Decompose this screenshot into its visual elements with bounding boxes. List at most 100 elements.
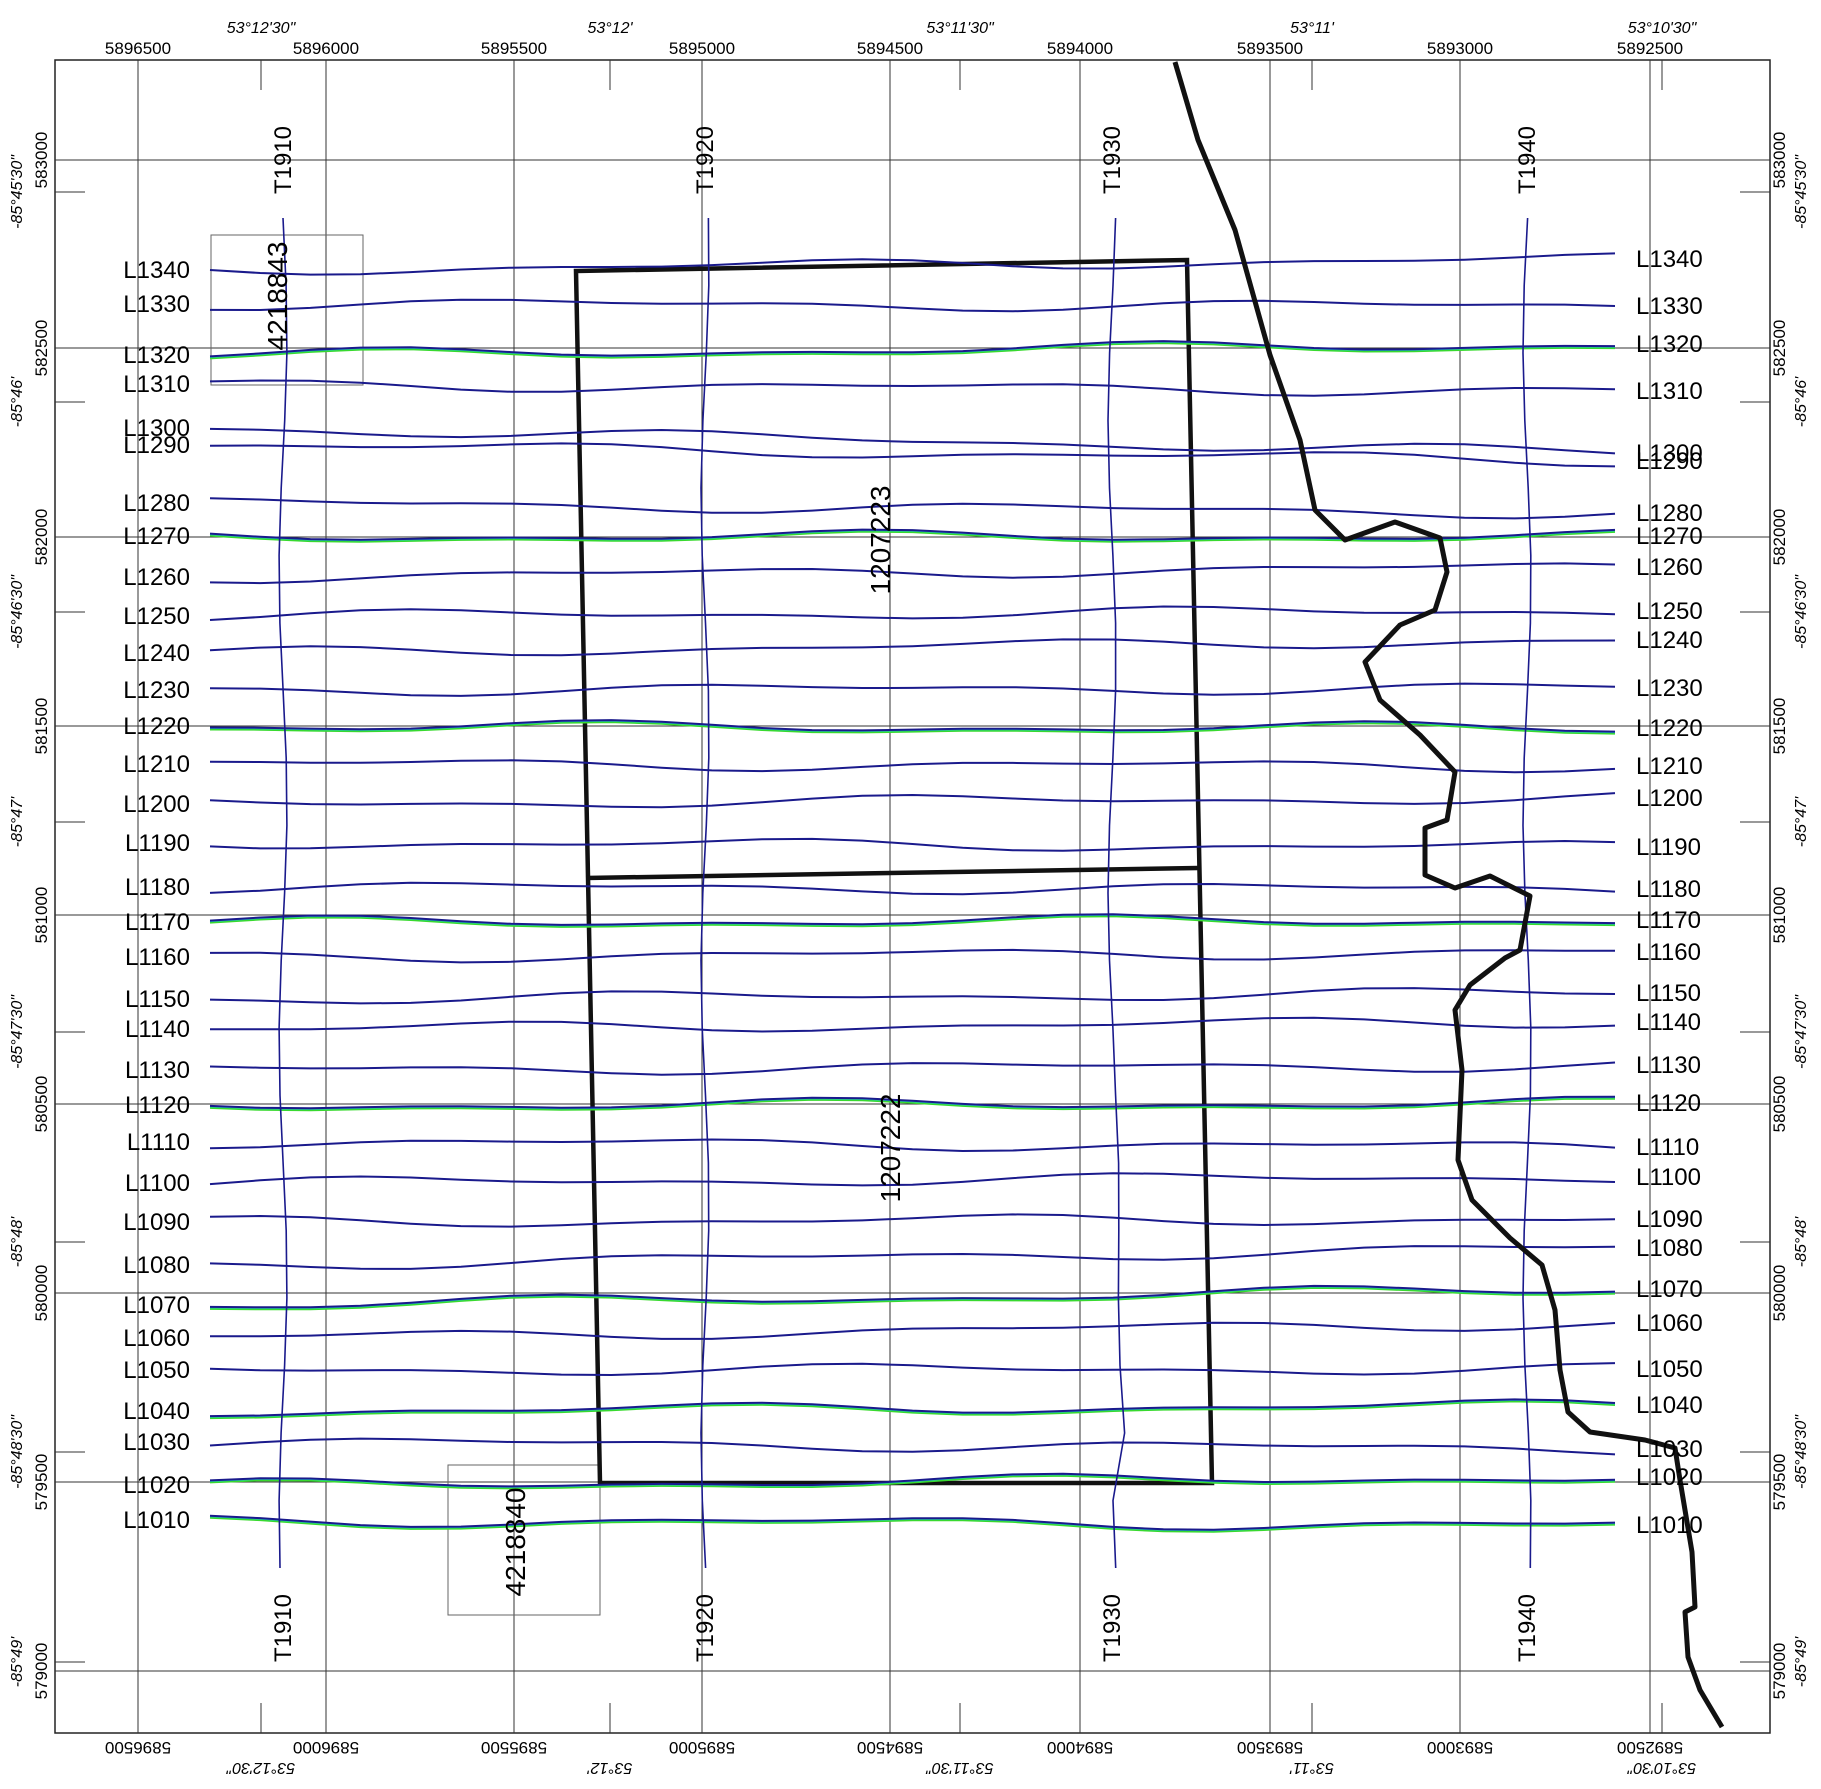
survey-line-label-left: L1230 <box>123 677 190 704</box>
survey-line-label-left: L1050 <box>123 1357 190 1384</box>
survey-line-label-left: L1340 <box>123 257 190 284</box>
survey-line <box>209 1213 1616 1228</box>
claim-number-4218843: 4218843 <box>262 241 293 350</box>
latitude-label-left: -85°49' <box>9 1636 26 1687</box>
survey-line-label-left: L1120 <box>125 1092 190 1119</box>
survey-line-label-left: L1220 <box>123 713 190 740</box>
survey-line <box>209 1095 1616 1110</box>
survey-line <box>209 1138 1616 1153</box>
survey-line <box>210 1321 1616 1340</box>
survey-line <box>209 837 1616 852</box>
survey-line <box>209 1362 1616 1377</box>
survey-line-label-left: L1330 <box>123 291 190 318</box>
survey-line-label-left: L1280 <box>123 490 190 517</box>
survey-line-label-left: L1070 <box>123 1292 190 1319</box>
claim-boundary-divider <box>585 865 1199 881</box>
survey-line-label-right: L1230 <box>1636 675 1703 702</box>
survey-line <box>209 638 1616 657</box>
easting-label-left: 582000 <box>32 509 51 566</box>
tie-line-label-bottom: T1940 <box>1514 1594 1541 1662</box>
easting-label-right: 583000 <box>1770 132 1789 189</box>
survey-line <box>209 1172 1616 1187</box>
easting-label-right: 579500 <box>1770 1454 1789 1511</box>
latitude-label-left: -85°47' <box>9 796 26 847</box>
longitude-label-bottom: 53°12'30" <box>225 1759 295 1776</box>
longitude-label-bottom: 53°10'30" <box>1626 1759 1696 1776</box>
profile-trace <box>209 1286 1616 1311</box>
survey-line-label-left: L1200 <box>123 791 190 818</box>
northing-label-top: 5896500 <box>105 39 171 58</box>
survey-line-label-right: L1290 <box>1636 448 1703 475</box>
survey-line-label-left: L1060 <box>123 1325 190 1352</box>
tie-line-label-bottom: T1920 <box>692 1594 719 1662</box>
claim-box-4218840 <box>447 1464 601 1616</box>
survey-line-label-right: L1340 <box>1636 246 1703 273</box>
survey-line <box>209 298 1616 313</box>
latitude-label-right: -85°45'30" <box>1793 154 1810 229</box>
survey-line-label-left: L1170 <box>125 909 190 936</box>
profile-trace <box>209 721 1616 735</box>
tie-line-label-top: T1940 <box>1514 126 1541 194</box>
survey-line-label-left: L1270 <box>123 523 190 550</box>
survey-line <box>209 1437 1616 1456</box>
northing-label-bottom: 5892500 <box>1617 1738 1683 1757</box>
northing-label-bottom: 5894500 <box>857 1738 923 1757</box>
survey-line <box>209 427 1616 455</box>
survey-line-label-right: L1010 <box>1636 1512 1703 1539</box>
longitude-label-top: 53°11' <box>1290 20 1335 37</box>
survey-line-label-left: L1110 <box>127 1129 190 1156</box>
easting-label-left: 581000 <box>32 887 51 944</box>
latitude-label-left: -85°46' <box>9 376 26 427</box>
survey-line-label-right: L1140 <box>1636 1009 1701 1036</box>
profile-trace <box>209 342 1616 360</box>
northing-label-bottom: 5895500 <box>481 1738 547 1757</box>
longitude-label-top: 53°11'30" <box>926 20 995 37</box>
survey-line-label-left: L1240 <box>123 640 190 667</box>
latitude-label-right: -85°48' <box>1793 1216 1810 1267</box>
northing-label-top: 5892500 <box>1617 39 1683 58</box>
survey-line-label-right: L1330 <box>1636 293 1703 320</box>
survey-line <box>209 1061 1616 1076</box>
survey-line <box>209 340 1616 358</box>
latitude-label-left: -85°45'30" <box>9 154 26 229</box>
survey-line-label-left: L1250 <box>123 603 190 630</box>
survey-line-label-left: L1020 <box>123 1472 190 1499</box>
boundary-line <box>1172 61 1725 1729</box>
survey-line-label-right: L1210 <box>1636 753 1703 780</box>
easting-label-left: 580500 <box>32 1076 51 1133</box>
tie-line-label-bottom: T1930 <box>1099 1594 1126 1662</box>
northing-label-top: 5896000 <box>293 39 359 58</box>
survey-line-label-left: L1010 <box>123 1507 190 1534</box>
survey-line-label-left: L1320 <box>123 342 190 369</box>
survey-line-label-right: L1060 <box>1636 1310 1703 1337</box>
easting-label-left: 579500 <box>32 1454 51 1511</box>
tie-line-label-top: T1920 <box>692 126 719 194</box>
northing-label-top: 5894000 <box>1047 39 1113 58</box>
easting-label-right: 582500 <box>1770 320 1789 377</box>
profile-trace <box>209 1097 1616 1112</box>
tie-line <box>1107 217 1126 1569</box>
survey-line-label-right: L1250 <box>1636 598 1703 625</box>
survey-line-label-right: L1100 <box>1636 1164 1701 1191</box>
northing-label-bottom: 5895000 <box>669 1738 735 1757</box>
survey-line-label-right: L1130 <box>1636 1052 1701 1079</box>
easting-label-right: 582000 <box>1770 509 1789 566</box>
profile-trace <box>209 1474 1616 1490</box>
northing-label-top: 5895500 <box>481 39 547 58</box>
latitude-label-left: -85°48' <box>9 1216 26 1267</box>
survey-line-label-right: L1080 <box>1636 1235 1703 1262</box>
survey-line-label-right: L1180 <box>1636 876 1701 903</box>
survey-line <box>209 1514 1616 1531</box>
longitude-label-top: 53°12'30" <box>227 20 297 37</box>
survey-line-label-left: L1030 <box>123 1429 190 1456</box>
survey-line <box>209 562 1616 585</box>
survey-line-label-left: L1310 <box>123 371 190 398</box>
easting-label-left: 582500 <box>32 320 51 377</box>
survey-line-label-left: L1260 <box>123 564 190 591</box>
easting-label-left: 581500 <box>32 698 51 755</box>
survey-lines <box>209 252 1616 1533</box>
survey-line-label-right: L1270 <box>1636 523 1703 550</box>
latitude-label-left: -85°48'30" <box>9 1414 26 1489</box>
profile-trace <box>209 1400 1616 1420</box>
profile-trace <box>209 915 1616 928</box>
